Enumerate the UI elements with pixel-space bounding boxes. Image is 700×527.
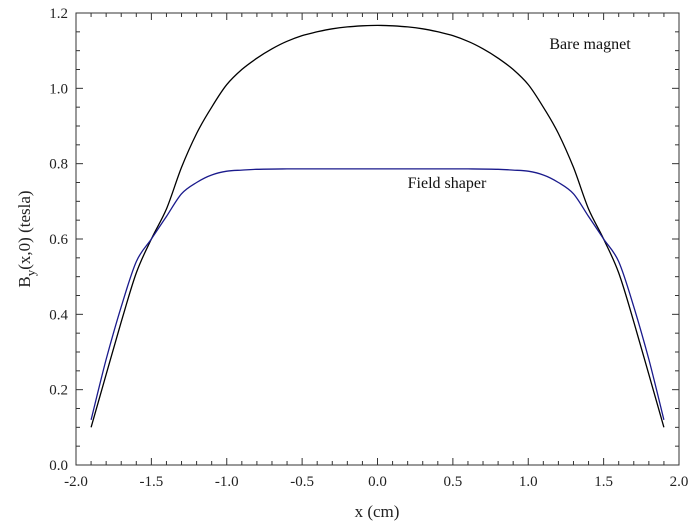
y-tick-label: 0.0 [49, 458, 68, 474]
y-tick-label: 0.6 [49, 232, 68, 248]
x-tick-labels: -2.0 -1.5 -1.0 -0.5 0.0 0.5 1.0 1.5 2.0 [64, 474, 688, 490]
x-tick-label: -2.0 [64, 474, 88, 490]
plot-frame [75, 12, 680, 466]
series-layer [90, 24, 665, 428]
x-tick-label: 1.0 [519, 474, 538, 490]
y-axis-label: By(x,0) (tesla) [15, 190, 38, 287]
y-tick-label: 1.2 [49, 6, 68, 22]
y-tick-label: 0.8 [49, 157, 68, 173]
x-tick-label: 1.5 [594, 474, 613, 490]
x-tick-label: -1.0 [215, 474, 239, 490]
x-tick-label: 0.5 [444, 474, 463, 490]
annotation-bare-magnet: Bare magnet [549, 36, 631, 53]
series-line-field-shaper [90, 168, 665, 420]
y-tick-label: 1.0 [49, 81, 68, 97]
x-tick-label: -1.5 [140, 474, 164, 490]
y-axis-label-rest: (x,0) (tesla) [15, 190, 34, 269]
x-axis-label: x (cm) [355, 502, 400, 521]
x-tick-label: -0.5 [290, 474, 314, 490]
series-line-bare-magnet [90, 24, 665, 428]
annotation-field-shaper: Field shaper [408, 175, 487, 192]
y-tick-marks [76, 12, 679, 466]
y-axis-label-subscript: y [23, 269, 38, 276]
y-tick-labels: 0.0 0.2 0.4 0.6 0.8 1.0 1.2 [49, 6, 68, 474]
y-tick-label: 0.4 [49, 307, 68, 323]
y-tick-label: 0.2 [49, 383, 68, 399]
x-tick-marks [75, 13, 680, 465]
y-axis-label-main: B [15, 276, 34, 287]
x-tick-label: 2.0 [670, 474, 689, 490]
x-tick-label: 0.0 [368, 474, 387, 490]
annotation-layer: Bare magnet Field shaper [408, 36, 632, 192]
